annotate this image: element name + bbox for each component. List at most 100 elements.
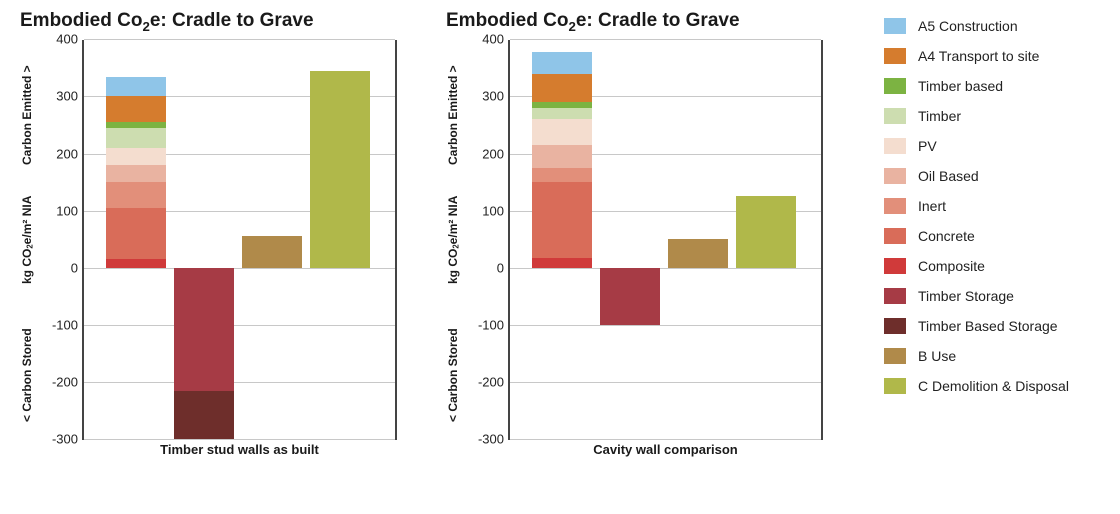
legend-item-b_use: B Use <box>884 348 1110 364</box>
chart-right: Embodied Co2e: Cradle to Grave Carbon Em… <box>446 10 866 460</box>
y-tick-label: 200 <box>42 146 78 161</box>
bar-group <box>736 40 796 440</box>
legend-item-oil: Oil Based <box>884 168 1110 184</box>
bar-segment-t_storage <box>600 268 660 325</box>
y-tick-label: 400 <box>42 32 78 47</box>
legend-item-c_demo: C Demolition & Disposal <box>884 378 1110 394</box>
y-tick-label: 300 <box>42 89 78 104</box>
y-tick-label: 300 <box>468 89 504 104</box>
legend-swatch <box>884 348 906 364</box>
legend-swatch <box>884 258 906 274</box>
y-tick-label: 200 <box>468 146 504 161</box>
bar-segment-concrete <box>106 208 166 259</box>
legend-item-a5: A5 Construction <box>884 18 1110 34</box>
legend-swatch <box>884 78 906 94</box>
y-tick-label: 100 <box>42 203 78 218</box>
bar-segment-a4 <box>532 74 592 103</box>
legend-item-t_storage: Timber Storage <box>884 288 1110 304</box>
y-tick-label: 100 <box>468 203 504 218</box>
legend-swatch <box>884 228 906 244</box>
bar-segment-b_use <box>668 239 728 268</box>
legend-item-inert: Inert <box>884 198 1110 214</box>
bar-segment-tb_storage <box>174 391 234 440</box>
bar-segment-b_use <box>242 236 302 267</box>
y-tick-label: -300 <box>468 432 504 447</box>
legend-label: Timber based <box>918 78 1003 94</box>
legend-item-concrete: Concrete <box>884 228 1110 244</box>
legend-label: Oil Based <box>918 168 979 184</box>
legend-label: A5 Construction <box>918 18 1018 34</box>
y-axis-label-unit: kg CO2e/m² NIA <box>20 190 40 290</box>
legend-swatch <box>884 108 906 124</box>
bar-segment-c_demo <box>736 196 796 267</box>
bar-segment-composite <box>106 259 166 268</box>
legend-item-timber: Timber <box>884 108 1110 124</box>
legend-swatch <box>884 18 906 34</box>
plot-area <box>508 40 823 440</box>
bar-group <box>106 40 166 440</box>
legend-label: B Use <box>918 348 956 364</box>
y-axis-label-stored: < Carbon Stored <box>446 300 466 450</box>
legend-swatch <box>884 318 906 334</box>
bar-segment-inert <box>106 182 166 208</box>
legend-item-timber_b: Timber based <box>884 78 1110 94</box>
bar-segment-a4 <box>106 96 166 122</box>
legend-swatch <box>884 138 906 154</box>
bar-segment-c_demo <box>310 71 370 268</box>
x-axis-label: Cavity wall comparison <box>508 442 823 457</box>
bar-segment-timber <box>106 128 166 148</box>
bar-segment-inert <box>532 168 592 182</box>
legend-label: Concrete <box>918 228 975 244</box>
y-tick-label: 0 <box>42 260 78 275</box>
bar-segment-t_storage <box>174 268 234 391</box>
bar-segment-pv <box>532 119 592 145</box>
chart-right-area: Carbon Emitted >kg CO2e/m² NIA < Carbon S… <box>446 40 866 460</box>
legend-swatch <box>884 378 906 394</box>
bar-group <box>668 40 728 440</box>
bar-segment-a5 <box>532 52 592 74</box>
legend-label: Timber Based Storage <box>918 318 1058 334</box>
bar-group <box>242 40 302 440</box>
bar-group <box>532 40 592 440</box>
legend-label: C Demolition & Disposal <box>918 378 1069 394</box>
y-tick-label: 400 <box>468 32 504 47</box>
legend-label: Composite <box>918 258 985 274</box>
y-tick-label: 0 <box>468 260 504 275</box>
bar-group <box>600 40 660 440</box>
legend-swatch <box>884 198 906 214</box>
y-axis-label-emitted: Carbon Emitted > <box>20 40 40 190</box>
bar-segment-pv <box>106 148 166 165</box>
bar-segment-oil <box>532 145 592 168</box>
x-axis-label: Timber stud walls as built <box>82 442 397 457</box>
legend-label: Timber <box>918 108 961 124</box>
y-axis-label-emitted: Carbon Emitted > <box>446 40 466 190</box>
legend-item-composite: Composite <box>884 258 1110 274</box>
y-tick-label: -200 <box>468 374 504 389</box>
legend: A5 Construction A4 Transport to site Timbe… <box>872 10 1110 460</box>
plot-area <box>82 40 397 440</box>
bar-segment-timber <box>532 108 592 119</box>
legend-swatch <box>884 48 906 64</box>
y-axis-label-stored: < Carbon Stored <box>20 300 40 450</box>
legend-label: PV <box>918 138 937 154</box>
legend-item-tb_storage: Timber Based Storage <box>884 318 1110 334</box>
legend-label: Inert <box>918 198 946 214</box>
chart-left: Embodied Co2e: Cradle to Grave Carbon Em… <box>20 10 440 460</box>
legend-swatch <box>884 168 906 184</box>
y-tick-label: -300 <box>42 432 78 447</box>
y-tick-label: -100 <box>42 317 78 332</box>
chart-right-title: Embodied Co2e: Cradle to Grave <box>446 10 866 34</box>
y-tick-label: -100 <box>468 317 504 332</box>
bar-group <box>310 40 370 440</box>
legend-label: Timber Storage <box>918 288 1014 304</box>
bar-segment-timber_b <box>106 122 166 128</box>
legend-item-a4: A4 Transport to site <box>884 48 1110 64</box>
bar-segment-composite <box>532 258 592 268</box>
legend-swatch <box>884 288 906 304</box>
bar-segment-oil <box>106 165 166 182</box>
bar-group <box>174 40 234 440</box>
bar-segment-concrete <box>532 182 592 257</box>
y-axis-label-unit: kg CO2e/m² NIA <box>446 190 466 290</box>
legend-item-pv: PV <box>884 138 1110 154</box>
y-tick-label: -200 <box>42 374 78 389</box>
